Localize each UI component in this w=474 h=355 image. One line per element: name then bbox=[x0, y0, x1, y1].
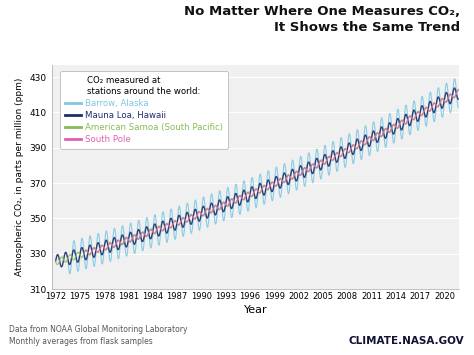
Legend: Barrow, Alaska, Mauna Loa, Hawaii, American Samoa (South Pacific), South Pole: Barrow, Alaska, Mauna Loa, Hawaii, Ameri… bbox=[60, 71, 228, 149]
Text: CLIMATE.NASA.GOV: CLIMATE.NASA.GOV bbox=[349, 336, 465, 346]
Text: No Matter Where One Measures CO₂,
It Shows the Same Trend: No Matter Where One Measures CO₂, It Sho… bbox=[183, 5, 460, 34]
Y-axis label: Atmospheric CO₂, in parts per million (ppm): Atmospheric CO₂, in parts per million (p… bbox=[15, 78, 24, 276]
Text: Data from NOAA Global Monitoring Laboratory
Monthly averages from flask samples: Data from NOAA Global Monitoring Laborat… bbox=[9, 325, 188, 346]
X-axis label: Year: Year bbox=[244, 305, 267, 315]
